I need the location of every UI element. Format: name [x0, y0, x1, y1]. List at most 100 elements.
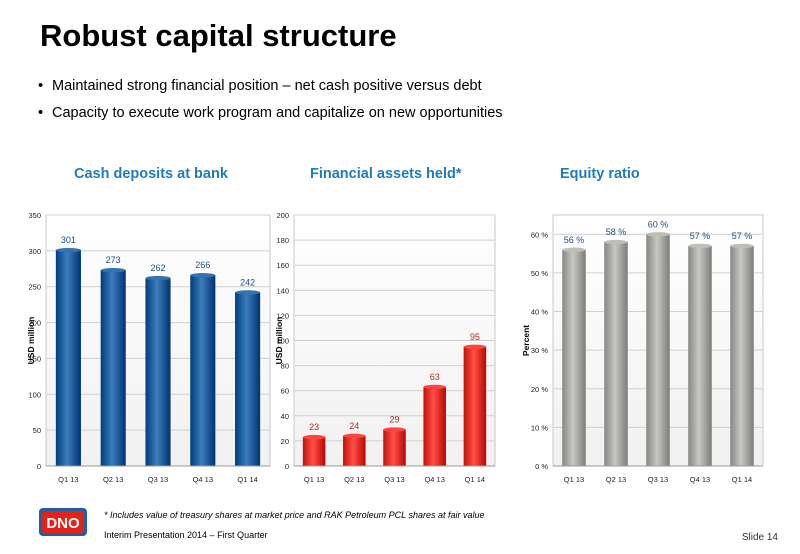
x-tick-label: Q2 13 [103, 475, 123, 484]
data-label: 29 [389, 415, 399, 425]
x-tick-label: Q2 13 [344, 475, 364, 484]
bar [343, 435, 366, 466]
y-tick-label: 250 [28, 283, 41, 292]
y-tick-label: 140 [276, 286, 289, 295]
x-tick-label: Q3 13 [148, 475, 168, 484]
chart-title-cash: Cash deposits at bank [74, 166, 228, 182]
bullet-dot: • [38, 105, 44, 121]
bar [383, 429, 406, 466]
x-tick-label: Q4 13 [690, 475, 710, 484]
footnote: * Includes value of treasury shares at m… [104, 510, 485, 520]
y-tick-label: 80 [281, 362, 289, 371]
data-label: 262 [150, 263, 165, 273]
bar-top [463, 344, 487, 349]
x-tick-label: Q2 13 [606, 475, 626, 484]
bullet-list: • Maintained strong financial position – … [38, 78, 503, 132]
logo-text: DNO [46, 515, 80, 532]
y-tick-label: 0 % [535, 462, 548, 471]
data-label: 58 % [606, 227, 627, 237]
bar-top [688, 243, 712, 249]
data-label: 60 % [648, 219, 669, 229]
bar [100, 270, 126, 466]
data-label: 95 [470, 332, 480, 342]
bar [646, 234, 670, 466]
data-label: 273 [106, 255, 121, 265]
chart-title-equity: Equity ratio [560, 166, 640, 182]
bar [235, 292, 261, 466]
data-label: 23 [309, 422, 319, 432]
bar [688, 245, 712, 466]
bar [145, 278, 171, 466]
x-tick-label: Q3 13 [384, 475, 404, 484]
financial-assets-chart: 0 20 40 60 80 100 120 140 160 180 200 USD million 23… [274, 211, 496, 484]
y-tick-label: 30 % [531, 346, 548, 355]
y-tick-label: 200 [28, 319, 41, 328]
y-tick-label: 0 [37, 462, 41, 471]
bar [730, 245, 754, 466]
bullet-dot: • [38, 78, 44, 94]
data-label: 63 [430, 372, 440, 382]
bar [190, 275, 216, 466]
data-label: 301 [61, 235, 76, 245]
data-label: 57 % [690, 231, 711, 241]
bullet-text: Maintained strong financial position – n… [52, 78, 482, 94]
x-tick-label: Q1 14 [237, 475, 257, 484]
bar-top [646, 232, 670, 237]
y-tick-label: 50 % [531, 269, 548, 278]
y-tick-label: 180 [276, 236, 289, 245]
dno-logo: DNO [38, 507, 88, 537]
data-label: 57 % [732, 231, 753, 241]
x-tick-label: Q4 13 [424, 475, 444, 484]
bar-top [235, 290, 261, 295]
y-axis-label: USD million [274, 317, 284, 365]
y-tick-label: 40 % [531, 308, 548, 317]
bar [562, 249, 586, 466]
data-label: 266 [195, 260, 210, 270]
bar [463, 346, 487, 466]
page-title: Robust capital structure [40, 18, 397, 53]
x-tick-label: Q1 13 [58, 475, 78, 484]
bar-top [55, 247, 81, 253]
equity-ratio-chart: 0 % 10 % 20 % 30 % 40 % 50 % 60 % Percent 56 % Q1… [521, 214, 764, 484]
slide-number: Slide 14 [741, 532, 778, 543]
cash-deposits-chart: 0 50 100 150 200 250 300 350 USD million 301 Q1 13… [26, 211, 271, 484]
y-tick-label: 40 [281, 412, 289, 421]
y-tick-label: 0 [285, 462, 289, 471]
y-tick-label: 100 [276, 337, 289, 346]
bar-top [145, 275, 171, 281]
bar-top [604, 239, 628, 245]
y-tick-label: 100 [28, 390, 41, 399]
bar-top [190, 273, 216, 278]
data-label: 56 % [564, 235, 585, 245]
bullet-item: • Maintained strong financial position – … [38, 78, 503, 94]
bullet-text: Capacity to execute work program and cap… [52, 105, 503, 121]
data-label: 24 [349, 421, 359, 431]
bar [423, 386, 446, 466]
bar-top [562, 247, 586, 252]
x-tick-label: Q1 13 [304, 475, 324, 484]
bar-top [423, 384, 446, 390]
bar-top [383, 427, 406, 432]
bar-top [730, 243, 754, 249]
bar [302, 437, 326, 466]
bar [604, 242, 628, 466]
data-label: 242 [240, 277, 255, 287]
x-tick-label: Q4 13 [193, 475, 213, 484]
y-tick-label: 20 % [531, 385, 548, 394]
y-tick-label: 60 % [531, 230, 548, 239]
footer-text: Interim Presentation 2014 – First Quarte… [104, 530, 268, 540]
y-tick-label: 300 [28, 247, 41, 256]
y-tick-label: 200 [276, 211, 289, 220]
bar-top [343, 433, 366, 439]
x-tick-label: Q1 14 [732, 475, 752, 484]
y-tick-label: 20 [281, 437, 289, 446]
y-tick-label: 120 [276, 311, 289, 320]
bullet-item: • Capacity to execute work program and ca… [38, 105, 503, 121]
x-tick-label: Q1 13 [564, 475, 584, 484]
y-tick-label: 60 [281, 387, 289, 396]
y-tick-label: 10 % [531, 423, 548, 432]
y-tick-label: 50 [33, 426, 41, 435]
x-tick-label: Q3 13 [648, 475, 668, 484]
bar [55, 250, 81, 466]
bar-top [100, 268, 126, 273]
